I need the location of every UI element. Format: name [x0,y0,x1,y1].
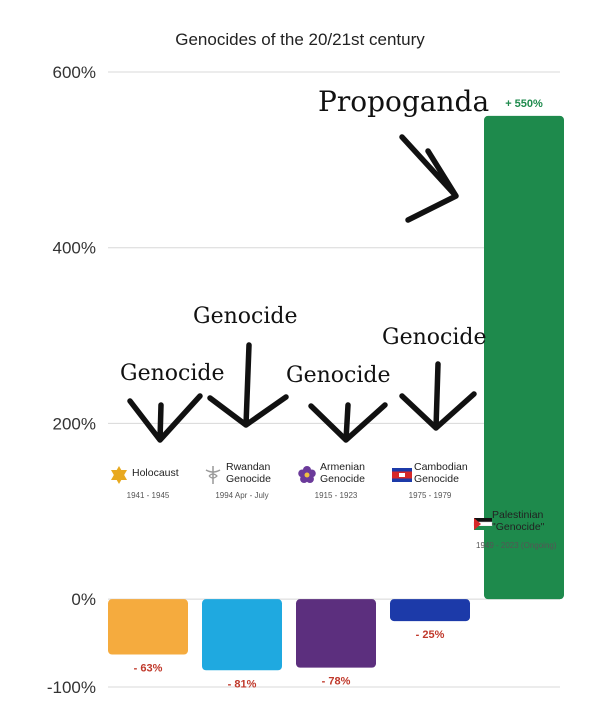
category-label: Holocaust 1941 - 1945 [111,466,179,500]
bars [108,115,564,671]
category-dates: 1941 - 1945 [127,491,170,500]
value-label: - 81% [228,678,257,690]
value-labels: - 63% - 81% - 78% - 25% + 550% [134,98,543,690]
y-tick-label: 200% [53,414,96,433]
star-of-david-icon [111,466,127,484]
annotation-propaganda: Propoganda [318,85,489,118]
value-label: - 63% [134,662,163,674]
arrow-rwandan [207,342,289,428]
forget-me-not-icon [298,466,316,484]
y-tick-label: 0% [71,590,96,609]
category-name: "Genocide" [492,521,545,533]
arrow-holocaust [127,393,203,443]
bar [390,599,470,622]
arrow-cambodian [399,361,477,431]
chart-title: Genocides of the 20/21st century [175,30,425,49]
category-name: Genocide [414,473,459,485]
bar [484,115,564,600]
value-label: - 25% [416,629,445,641]
category-dates: 1915 - 1923 [315,491,358,500]
category-label: Palestinian"Genocide" 1949 - 2023 (Ongoin… [473,509,557,550]
bar [296,599,376,668]
category-name: Genocide [226,473,271,485]
category-name: Palestinian [492,509,544,521]
annotation-genocide-holocaust: Genocide [120,361,224,386]
arrow-propaganda [399,134,459,223]
category-name: Genocide [320,473,365,485]
y-axis-ticks: 600% 400% 200% 0% -100% [47,63,96,697]
category-dates: 1949 - 2023 (Ongoing) [476,541,557,550]
value-label: - 78% [322,676,351,688]
annotation-genocide-rwandan: Genocide [193,304,297,329]
category-dates: 1994 Apr - July [215,491,268,500]
bar [202,599,282,671]
value-label: + 550% [505,98,543,110]
cambodia-flag-icon [392,468,412,482]
caduceus-icon [205,466,221,484]
category-name: Rwandan [226,461,271,473]
y-tick-label: -100% [47,678,96,697]
y-tick-label: 400% [53,239,96,258]
palestine-flag-icon [473,518,493,530]
category-name: Cambodian [414,461,468,473]
y-tick-label: 600% [53,63,96,82]
arrow-armenian [308,402,388,443]
annotation-genocide-armenian: Genocide [286,363,390,388]
category-name: Armenian [320,461,365,473]
category-name: Holocaust [132,467,179,479]
bar [108,599,188,655]
annotations: Genocide Genocide Genocide Genocide Prop… [120,85,489,443]
category-dates: 1975 - 1979 [409,491,452,500]
annotation-genocide-cambodian: Genocide [382,325,486,350]
